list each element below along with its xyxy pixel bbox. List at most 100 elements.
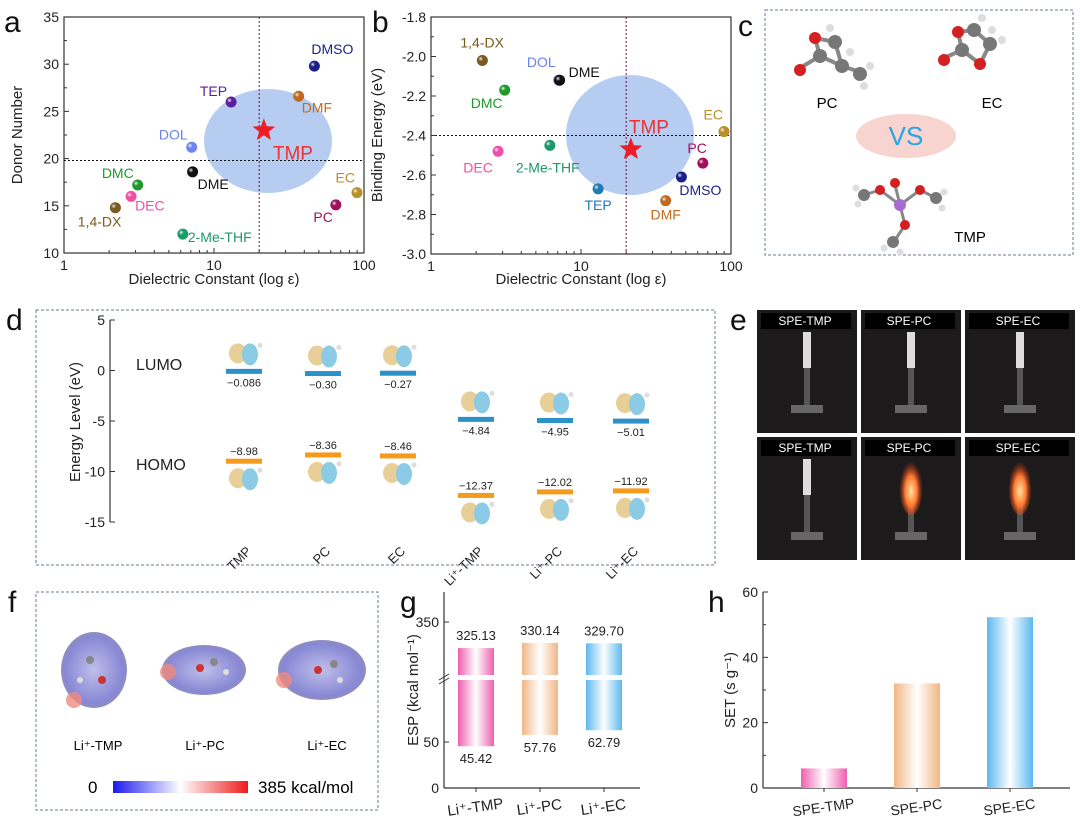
y-tick-label: 40 xyxy=(742,649,758,665)
x-tick-label: Li⁺-PC xyxy=(516,796,564,819)
tmp-highlight-label: TMP xyxy=(629,117,669,138)
photo-label: SPE-PC xyxy=(887,441,932,455)
orbital-lobe xyxy=(540,498,558,519)
stand-base xyxy=(791,405,823,413)
panel-d-energy-levels: Energy Level (eV) LUMO HOMO 5 0 -5 -10 -15 −0… xyxy=(35,309,716,589)
flame xyxy=(899,455,923,515)
data-point-highlight xyxy=(109,202,121,214)
x-tick-label: Li⁺-TMP xyxy=(446,795,504,820)
min-value-label: 62.79 xyxy=(588,735,621,750)
data-point-label: DMC xyxy=(471,95,503,111)
homo-orbital-icon xyxy=(461,501,495,525)
electrolyte-strip xyxy=(1016,332,1024,368)
flammability-photo: SPE-TMP xyxy=(757,310,857,433)
data-point-label: DMC xyxy=(102,165,134,181)
homo-value-label: −12.02 xyxy=(538,477,572,489)
panel-a-donor-number-chart: Dielectric Constant (log ε) Donor Number… xyxy=(9,9,376,288)
tmp-highlight-label: TMP xyxy=(273,143,313,164)
atom xyxy=(644,497,650,503)
data-point-label: PC xyxy=(313,209,332,225)
atom xyxy=(568,391,574,397)
y-tick-label: 20 xyxy=(742,715,758,731)
lumo-orbital-icon xyxy=(616,392,650,416)
homo-value-label: −8.46 xyxy=(384,441,412,453)
panel-c-molecules: PC EC VS TMP xyxy=(764,9,1074,256)
tmp-label: TMP xyxy=(954,229,986,246)
y-axis-label: ESP (kcal mol⁻¹) xyxy=(405,634,422,746)
homo-level-bar xyxy=(305,452,341,458)
lumo-value-label: −4.84 xyxy=(462,425,490,437)
category-label: PC xyxy=(310,544,333,567)
orbital-lobe xyxy=(616,497,634,518)
y-tick-label: 50 xyxy=(423,734,439,750)
data-point-highlight xyxy=(351,187,363,199)
panel-label-e: e xyxy=(730,304,747,337)
data-point-label: DEC xyxy=(135,197,165,213)
panel-label-f: f xyxy=(8,586,17,619)
homo-orbital-icon xyxy=(540,498,574,521)
min-value-label: 45.42 xyxy=(460,751,493,766)
y-tick-label: -2.0 xyxy=(402,49,426,65)
atom xyxy=(411,462,417,468)
li-ec-label: Li⁺-EC xyxy=(307,738,346,753)
homo-label: HOMO xyxy=(136,457,186,474)
data-point-label: DMF xyxy=(651,207,681,223)
atom xyxy=(489,390,495,396)
panel-label-b: b xyxy=(372,6,389,39)
bar-break-gap xyxy=(585,675,623,680)
panel-label-h: h xyxy=(708,586,725,619)
panel-label-d: d xyxy=(6,304,23,337)
data-point-highlight xyxy=(125,190,137,202)
li-tmp-esp-icon xyxy=(61,632,127,708)
photo-label-bg xyxy=(865,440,955,456)
y-tick-label: 60 xyxy=(742,584,758,600)
data-point-label: DEC xyxy=(463,159,493,175)
max-value-label: 329.70 xyxy=(584,623,624,638)
data-point-highlight xyxy=(132,179,144,191)
orbital-lobe xyxy=(321,461,337,484)
orbital-lobe xyxy=(616,393,634,414)
y-tick-label: -2.4 xyxy=(402,128,426,144)
panel-label-g: g xyxy=(400,586,417,619)
orbital-lobe xyxy=(396,462,412,485)
data-point-highlight xyxy=(187,166,199,178)
data-point-highlight xyxy=(492,145,504,157)
photo-label: SPE-TMP xyxy=(778,441,831,455)
y-axis-label: Donor Number xyxy=(9,86,26,184)
lumo-level-bar xyxy=(458,416,494,422)
atom xyxy=(336,345,342,351)
panel-g-esp-chart: ESP (kcal mol⁻¹) 0 50 350 325.13 45.42 Li⁺-TM… xyxy=(405,592,640,820)
y-tick-label: 25 xyxy=(43,103,59,119)
data-point-highlight xyxy=(186,141,198,153)
lumo-orbital-icon xyxy=(229,342,263,366)
data-point-highlight xyxy=(308,60,320,72)
photo-label: SPE-EC xyxy=(996,441,1041,455)
data-point-highlight xyxy=(660,195,672,207)
y-tick-label: -2.8 xyxy=(402,207,426,223)
lumo-level-bar xyxy=(305,371,341,377)
stand-rod xyxy=(908,350,914,410)
x-axis-label: Dielectric Constant (log ε) xyxy=(129,271,300,288)
lumo-label: LUMO xyxy=(136,357,182,374)
data-point-label: DME xyxy=(569,64,600,80)
orbital-lobe xyxy=(396,345,412,368)
x-tick-label: SPE-TMP xyxy=(791,795,855,820)
li-ec-esp-icon xyxy=(276,640,366,700)
atom xyxy=(568,498,574,504)
data-point-highlight xyxy=(330,199,342,211)
x-tick-label: 100 xyxy=(719,258,743,274)
tmp-molecule-icon xyxy=(852,178,948,256)
orbital-lobe xyxy=(308,461,326,482)
stand-base xyxy=(895,405,927,413)
orbital-lobe xyxy=(229,343,247,364)
ec-label: EC xyxy=(982,95,1003,112)
lumo-value-label: −4.95 xyxy=(541,426,569,438)
set-bar xyxy=(894,683,940,788)
li-tmp-label: Li⁺-TMP xyxy=(74,738,123,753)
x-tick-label: 10 xyxy=(206,257,222,273)
x-tick-label: Li⁺-EC xyxy=(580,796,628,819)
colorbar-min-label: 0 xyxy=(88,778,97,797)
li-pc-esp-icon xyxy=(160,645,246,695)
data-point-label: DMSO xyxy=(311,41,353,57)
